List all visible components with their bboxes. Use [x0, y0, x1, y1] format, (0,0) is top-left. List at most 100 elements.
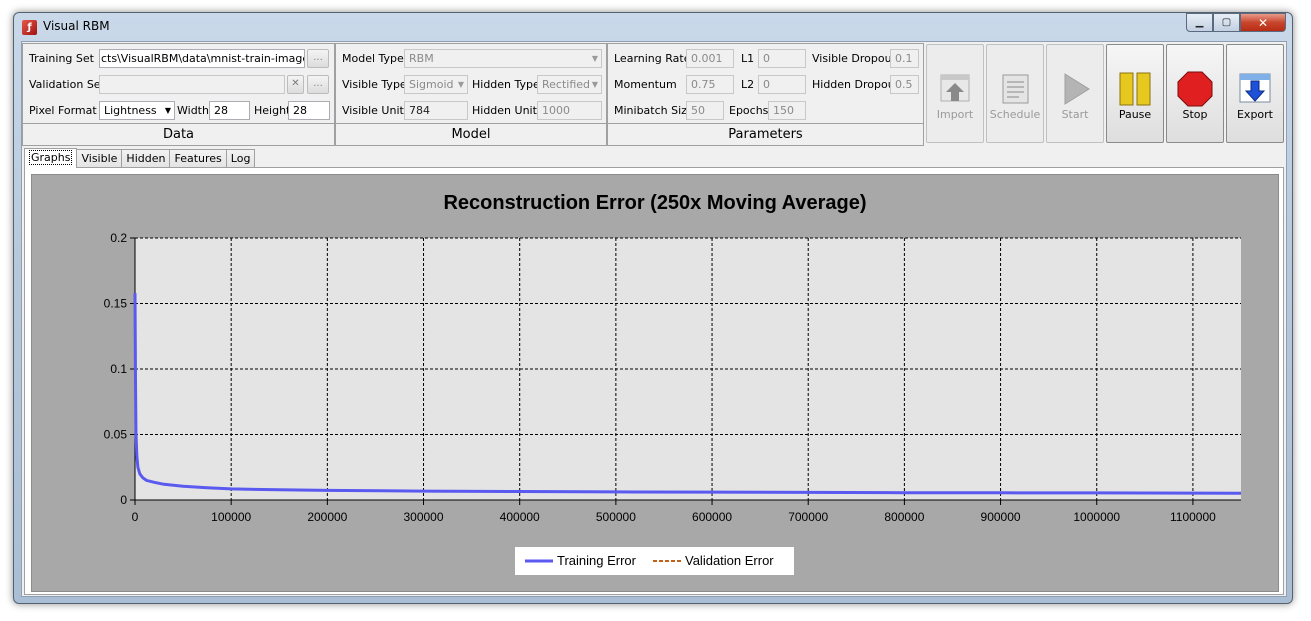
- model-group-title: Model: [336, 123, 606, 145]
- stop-button[interactable]: Stop: [1166, 44, 1224, 143]
- hidden-type-value: Rectified: [542, 78, 591, 91]
- x-tick-label: 700000: [788, 510, 828, 524]
- close-button[interactable]: ✕: [1240, 13, 1286, 32]
- visible-units-field[interactable]: 784: [404, 101, 468, 120]
- x-tick-label: 400000: [500, 510, 540, 524]
- hidden-type-select[interactable]: Rectified ▼: [537, 75, 602, 94]
- series-line-training-error: [133, 292, 1242, 495]
- visible-type-value: Sigmoid: [409, 78, 454, 91]
- y-tick-label: 0.2: [110, 231, 127, 245]
- x-tick-label: 300000: [403, 510, 443, 524]
- y-tick-label: 0.15: [104, 297, 128, 311]
- legend-label-training: Training Error: [557, 553, 637, 568]
- y-tick-label: 0: [120, 493, 127, 507]
- x-tick-label: 800000: [884, 510, 924, 524]
- visible-units-label: Visible Units: [342, 104, 410, 117]
- import-icon: [940, 74, 970, 102]
- l1-field[interactable]: 0: [758, 49, 806, 68]
- tab-log[interactable]: Log: [225, 149, 256, 167]
- app-logo-icon: ƒ: [22, 20, 37, 35]
- training-set-field[interactable]: cts\VisualRBM\data\mnist-train-images.id…: [99, 49, 305, 68]
- application-window: ƒ Visual RBM ▁ ▢ ✕ Training Set cts\Visu…: [13, 12, 1293, 604]
- x-tick-label: 200000: [307, 510, 347, 524]
- parameters-group-title: Parameters: [608, 123, 923, 145]
- tab-graphs[interactable]: Graphs: [24, 148, 78, 168]
- stop-label: Stop: [1182, 108, 1208, 121]
- schedule-icon: [1002, 74, 1029, 104]
- import-button[interactable]: Import: [926, 44, 984, 143]
- model-type-label: Model Type: [342, 52, 404, 65]
- title-bar[interactable]: ƒ Visual RBM ▁ ▢ ✕: [14, 13, 1292, 41]
- x-tick-label: 1000000: [1073, 510, 1120, 524]
- visible-type-label: Visible Type: [342, 78, 407, 91]
- training-set-browse-button[interactable]: ...: [307, 49, 329, 68]
- learning-rate-field[interactable]: 0.001: [686, 49, 734, 68]
- y-tick-label: 0.1: [110, 362, 127, 376]
- legend-label-validation: Validation Error: [685, 553, 774, 568]
- schedule-button[interactable]: Schedule: [986, 44, 1044, 143]
- export-label: Export: [1236, 108, 1273, 121]
- maximize-button[interactable]: ▢: [1213, 13, 1240, 32]
- x-tick-label: 1100000: [1170, 510, 1216, 524]
- pixel-format-label: Pixel Format: [29, 104, 97, 117]
- hidden-dropout-label: Hidden Dropout: [812, 78, 900, 91]
- tab-features[interactable]: Features: [169, 149, 227, 167]
- model-group: Model Type RBM ▼ Visible Type Sigmoid ▼ …: [335, 43, 607, 146]
- start-button[interactable]: Start: [1046, 44, 1104, 143]
- parameters-group: Learning Rate 0.001 L1 0 Visible Dropout…: [607, 43, 924, 146]
- chart-title: Reconstruction Error (250x Moving Averag…: [443, 192, 866, 214]
- visible-type-select[interactable]: Sigmoid ▼: [404, 75, 468, 94]
- training-set-label: Training Set: [29, 52, 94, 65]
- height-label: Height: [254, 104, 291, 117]
- epochs-label: Epochs: [729, 104, 769, 117]
- tab-hidden[interactable]: Hidden: [121, 149, 171, 167]
- tab-visible[interactable]: Visible: [76, 149, 123, 167]
- chevron-down-icon: ▼: [591, 54, 598, 63]
- minibatch-size-field[interactable]: 50: [686, 101, 724, 120]
- minimize-button[interactable]: ▁: [1186, 13, 1213, 32]
- height-field[interactable]: 28: [288, 101, 330, 120]
- chevron-down-icon: ▼: [457, 80, 464, 89]
- chevron-down-icon: ▼: [164, 106, 171, 115]
- width-field[interactable]: 28: [209, 101, 250, 120]
- export-button[interactable]: Export: [1226, 44, 1284, 143]
- clear-validation-icon[interactable]: ✕: [287, 75, 304, 94]
- x-tick-label: 600000: [692, 510, 732, 524]
- graphs-tab-page: Reconstruction Error (250x Moving Averag…: [24, 167, 1284, 595]
- x-tick-label: 900000: [981, 510, 1021, 524]
- chevron-down-icon: ▼: [591, 80, 598, 89]
- export-icon: [1239, 73, 1271, 103]
- tab-strip: Graphs Visible Hidden Features Log: [24, 148, 256, 168]
- learning-rate-label: Learning Rate: [614, 52, 691, 65]
- visible-dropout-field[interactable]: 0.1: [890, 49, 919, 68]
- minibatch-size-label: Minibatch Size: [614, 104, 694, 117]
- validation-set-field[interactable]: [99, 75, 285, 94]
- momentum-field[interactable]: 0.75: [686, 75, 734, 94]
- model-type-value: RBM: [409, 52, 434, 65]
- visible-dropout-label: Visible Dropout: [812, 52, 896, 65]
- pixel-format-value: Lightness: [104, 104, 157, 117]
- epochs-field[interactable]: 150: [768, 101, 806, 120]
- hidden-type-label: Hidden Type: [472, 78, 540, 91]
- client-area: Training Set cts\VisualRBM\data\mnist-tr…: [21, 41, 1287, 597]
- momentum-label: Momentum: [614, 78, 677, 91]
- l2-field[interactable]: 0: [758, 75, 806, 94]
- hidden-units-label: Hidden Units: [472, 104, 543, 117]
- data-group: Training Set cts\VisualRBM\data\mnist-tr…: [22, 43, 335, 146]
- pause-icon: [1119, 72, 1151, 106]
- reconstruction-error-chart: Reconstruction Error (250x Moving Averag…: [104, 192, 1242, 575]
- start-label: Start: [1061, 108, 1089, 121]
- x-tick-label: 0: [132, 510, 139, 524]
- stop-icon: [1177, 71, 1213, 107]
- x-tick-label: 500000: [596, 510, 636, 524]
- import-label: Import: [936, 108, 974, 121]
- model-type-select[interactable]: RBM ▼: [404, 49, 602, 68]
- pause-button[interactable]: Pause: [1106, 44, 1164, 143]
- window-title: Visual RBM: [43, 19, 110, 33]
- hidden-units-field[interactable]: 1000: [537, 101, 602, 120]
- width-label: Width: [177, 104, 209, 117]
- l1-label: L1: [741, 52, 755, 65]
- validation-set-browse-button[interactable]: ...: [307, 75, 329, 94]
- pixel-format-select[interactable]: Lightness ▼: [99, 101, 175, 120]
- hidden-dropout-field[interactable]: 0.5: [890, 75, 919, 94]
